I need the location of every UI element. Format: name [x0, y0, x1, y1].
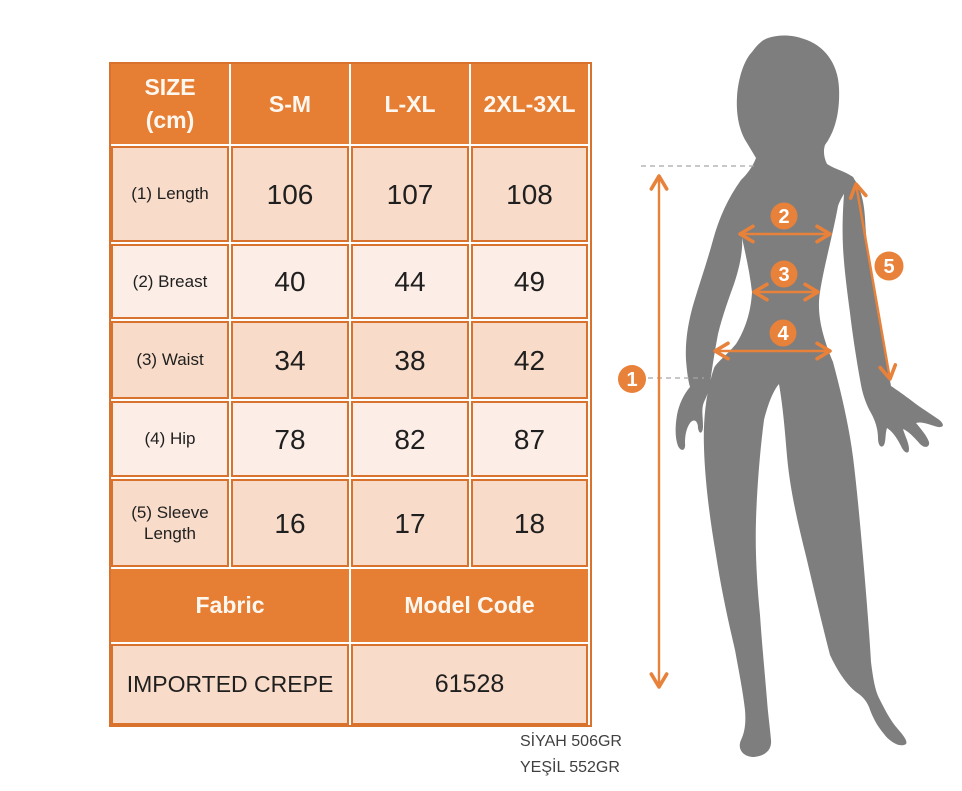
badge-4: 4 — [769, 319, 797, 347]
value-sleeve-lxl: 17 — [351, 479, 469, 567]
badge-2-number: 2 — [778, 206, 789, 228]
size-header-line2: (cm) — [145, 107, 195, 133]
model-code-value: 61528 — [351, 644, 588, 725]
header-cell-size: SIZE (cm) — [111, 64, 229, 144]
column-header-lxl: L-XL — [351, 64, 469, 144]
value-length-lxl: 107 — [351, 146, 469, 242]
badge-3-number: 3 — [778, 264, 789, 286]
row-label-waist: (3) Waist — [111, 321, 229, 399]
value-waist-lxl: 38 — [351, 321, 469, 399]
row-label-length: (1) Length — [111, 146, 229, 242]
silhouette-body — [675, 35, 907, 757]
measurement-arrows — [649, 174, 898, 689]
badge-1: 1 — [618, 365, 646, 393]
badge-3: 3 — [770, 260, 798, 288]
woman-silhouette — [675, 35, 943, 757]
badge-5-number: 5 — [883, 256, 894, 278]
value-sleeve-sm: 16 — [231, 479, 349, 567]
value-breast-2xl3xl: 49 — [471, 244, 588, 319]
row-label-hip: (4) Hip — [111, 401, 229, 477]
badge-2: 2 — [770, 202, 798, 230]
row-label-sleeve-length: (5) Sleeve Length — [111, 479, 229, 567]
column-header-2xl3xl: 2XL-3XL — [471, 64, 588, 144]
value-sleeve-2xl3xl: 18 — [471, 479, 588, 567]
size-header-line1: SIZE — [144, 73, 196, 100]
value-hip-2xl3xl: 87 — [471, 401, 588, 477]
value-waist-2xl3xl: 42 — [471, 321, 588, 399]
note-line-black: SİYAH 506GR — [520, 733, 622, 750]
measurement-badges: 1 2 3 4 5 — [618, 202, 904, 393]
color-weight-notes: SİYAH 506GR YEŞİL 552GR — [520, 729, 622, 781]
column-header-sm: S-M — [231, 64, 349, 144]
note-line-green: YEŞİL 552GR — [520, 759, 620, 776]
sleeve-arrow — [848, 182, 898, 381]
fabric-header: Fabric — [111, 569, 349, 642]
value-breast-sm: 40 — [231, 244, 349, 319]
size-table: SIZE (cm) S-M L-XL 2XL-3XL (1) Length 10… — [109, 62, 592, 727]
value-breast-lxl: 44 — [351, 244, 469, 319]
value-length-2xl3xl: 108 — [471, 146, 588, 242]
model-code-header: Model Code — [351, 569, 588, 642]
value-hip-sm: 78 — [231, 401, 349, 477]
row-label-breast: (2) Breast — [111, 244, 229, 319]
badge-1-number: 1 — [626, 369, 637, 391]
fabric-value: IMPORTED CREPE — [111, 644, 349, 725]
silhouette-right-arm — [842, 176, 943, 453]
value-hip-lxl: 82 — [351, 401, 469, 477]
badge-4-number: 4 — [777, 323, 789, 345]
value-length-sm: 106 — [231, 146, 349, 242]
badge-5: 5 — [874, 251, 904, 281]
value-waist-sm: 34 — [231, 321, 349, 399]
measurement-figure: 1 2 3 4 5 — [618, 35, 943, 757]
